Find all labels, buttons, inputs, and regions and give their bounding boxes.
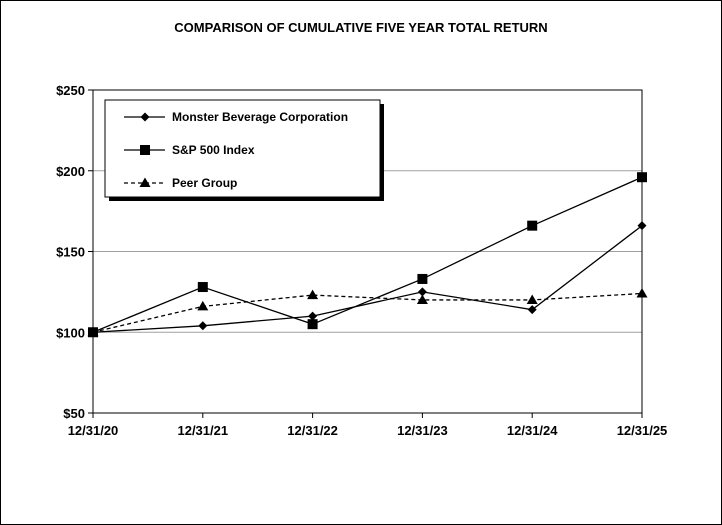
series-line: [92, 292, 643, 333]
data-point: [307, 319, 318, 330]
data-point: [526, 294, 538, 304]
x-tick-label: 12/31/25: [617, 423, 668, 438]
series-0: [88, 221, 647, 337]
x-tick-label: 12/31/20: [68, 423, 119, 438]
legend-box: [104, 99, 381, 198]
legend-swatch-marker: [139, 177, 151, 187]
data-point: [307, 289, 319, 300]
series-group: [87, 172, 648, 338]
data-point: [636, 287, 648, 298]
x-tick-label: 12/31/22: [287, 423, 338, 438]
series-line: [92, 176, 643, 333]
data-point: [197, 300, 209, 311]
y-tick-label: $100: [56, 325, 85, 340]
legend-swatch-marker: [140, 112, 150, 122]
series-line: [92, 225, 643, 333]
data-point: [417, 273, 428, 284]
series-2: [87, 287, 648, 337]
data-point: [637, 172, 647, 183]
legend: Monster Beverage Corporation S&P 500 Inde…: [104, 99, 384, 201]
legend-label: S&P 500 Index: [172, 143, 255, 157]
data-point: [198, 321, 208, 331]
legend-label: Monster Beverage Corporation: [172, 110, 348, 124]
data-point: [87, 326, 99, 337]
data-point: [197, 282, 208, 293]
data-point: [308, 311, 318, 321]
legend-label: Peer Group: [172, 176, 237, 190]
x-tick-label: 12/31/23: [397, 423, 448, 438]
x-tick-label: 12/31/21: [177, 423, 228, 438]
y-axis: $50 $100 $150 $200 $250: [56, 83, 93, 421]
data-point: [417, 287, 427, 297]
data-point: [416, 294, 428, 304]
data-point: [637, 221, 647, 231]
x-axis: 12/31/20 12/31/21 12/31/22 12/31/23 12/31/24…: [68, 413, 668, 438]
y-tick-label: $150: [56, 245, 85, 260]
y-tick-label: $50: [63, 406, 85, 421]
data-point: [527, 305, 537, 315]
legend-swatch-marker: [140, 145, 150, 155]
x-tick-label: 12/31/24: [507, 423, 558, 438]
chart-title: COMPARISON OF CUMULATIVE FIVE YEAR TOTAL…: [174, 20, 548, 35]
y-tick-label: $200: [56, 164, 85, 179]
data-point: [527, 220, 538, 231]
y-tick-label: $250: [56, 83, 85, 98]
